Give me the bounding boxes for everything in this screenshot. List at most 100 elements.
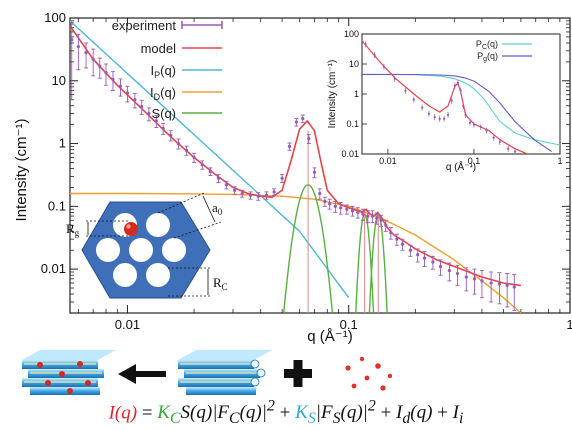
- experiment-point: [422, 256, 427, 260]
- inset-experiment-point: [364, 43, 367, 46]
- scattering-equation: I(q) = KCS(q)|FC(q)|2 + KS|FS(q)|2 + Id(…: [0, 398, 572, 428]
- experiment-point: [272, 190, 276, 194]
- experiment-point: [345, 207, 349, 211]
- inset-experiment-point: [453, 84, 456, 87]
- experiment-point: [287, 144, 292, 149]
- experiment-point: [312, 170, 317, 174]
- eq-plus: +: [274, 402, 296, 424]
- inset-experiment-point: [507, 147, 510, 150]
- inset-experiment-point: [438, 117, 441, 120]
- experiment-point: [505, 283, 509, 288]
- inset-experiment-point: [540, 161, 542, 163]
- experiment-point: [328, 202, 332, 206]
- x-tick-label: 0.01: [115, 317, 140, 332]
- experiment-point: [350, 209, 355, 213]
- inset-experiment-point: [459, 89, 462, 92]
- plus-icon: [284, 360, 312, 387]
- inset-experiment-point: [546, 162, 548, 164]
- inset-y-axis-title: Intensity (cm⁻¹): [327, 60, 338, 129]
- inset-x-tick-label: 0.01: [379, 156, 397, 166]
- pore: [96, 238, 120, 262]
- y-tick-label: 1: [59, 136, 66, 151]
- pore: [162, 238, 186, 262]
- experiment-point: [98, 64, 102, 68]
- experiment-point: [455, 271, 460, 276]
- free-guest: [364, 375, 370, 381]
- eq-plus: +: [375, 402, 397, 424]
- experiment-point: [356, 210, 360, 215]
- inset-experiment-point: [498, 140, 501, 144]
- experiment-point: [294, 120, 298, 124]
- a0-label: a0: [212, 200, 223, 217]
- inset-experiment-point: [373, 53, 376, 57]
- experiment-point: [280, 176, 284, 180]
- inset-x-tick-label: 1: [557, 156, 562, 166]
- inset-series-pc-line: [362, 73, 560, 146]
- experiment-point: [111, 77, 115, 82]
- eq-term1: S(q)|FC(q)|2: [180, 398, 275, 428]
- experiment-point: [161, 126, 165, 130]
- experiment-point: [118, 84, 123, 88]
- free-guest: [359, 356, 365, 362]
- loaded-tube-bundle: [22, 350, 116, 395]
- inset-y-tick-label: 10: [349, 59, 359, 69]
- loaded-guest: [67, 388, 73, 394]
- guest-sphere-highlight: [126, 224, 131, 229]
- a0-line-1: [157, 192, 205, 214]
- experiment-point: [497, 282, 502, 286]
- experiment-point: [370, 214, 375, 218]
- experiment-point: [125, 91, 130, 95]
- free-guest: [387, 373, 393, 379]
- inset-series-pg-line: [362, 73, 553, 153]
- experiment-point: [384, 223, 388, 227]
- loaded-guest: [45, 380, 51, 386]
- main-plot-frame: [69, 17, 571, 314]
- experiment-point: [224, 183, 228, 187]
- loaded-guest: [37, 362, 43, 368]
- inset-experiment-point: [525, 156, 527, 158]
- inset-experiment-point: [393, 77, 396, 80]
- free-guest: [345, 365, 351, 371]
- inset-x-axis-title: q (Å⁻¹): [446, 160, 476, 173]
- inset-x-tick-label: 0.1: [468, 156, 481, 166]
- experiment-point: [366, 214, 370, 218]
- experiment-point: [216, 176, 221, 180]
- experiment-point: [76, 45, 80, 49]
- loaded-guest: [77, 361, 83, 367]
- rg-label: Rg: [66, 221, 80, 238]
- loaded-guest: [59, 371, 65, 377]
- y-tick-label: 100: [44, 10, 66, 25]
- inset-y-tick-label: 0.01: [341, 149, 359, 159]
- x-tick-label: 1: [566, 317, 572, 332]
- legend-label-id: ID(q): [150, 85, 176, 102]
- inset-axis-ticks: 0.01 0.1 1 100 10 1 0.1 0.01: [341, 29, 562, 166]
- inset-experiment-point: [382, 65, 386, 69]
- inset-series-layer: [362, 40, 560, 164]
- experiment-point: [431, 260, 435, 264]
- eq-term3: Id(q): [396, 402, 433, 428]
- main-legend: experiment model IP(q) ID(q) S(q): [112, 18, 223, 121]
- main-axis-ticks: 0.01 0.1 1 100 10 1 0.1 0.01: [41, 10, 572, 332]
- loaded-guest: [85, 380, 91, 386]
- inset-experiment-point: [446, 113, 450, 117]
- free-guest: [375, 363, 381, 369]
- experiment-point: [240, 191, 244, 196]
- experiment-point: [438, 264, 443, 269]
- eq-equals: =: [137, 402, 158, 424]
- experiment-point: [323, 199, 327, 203]
- experiment-point: [480, 279, 484, 283]
- inset-experiment-point: [468, 121, 472, 124]
- experiment-point: [464, 275, 468, 279]
- experiment-point: [333, 204, 337, 208]
- x-axis-title: q (Å⁻¹): [307, 328, 352, 345]
- experiment-point: [208, 169, 212, 174]
- inset-y-tick-label: 1: [354, 89, 359, 99]
- inset-experiment-point: [421, 106, 424, 109]
- experiment-point: [248, 193, 253, 197]
- experiment-point: [512, 285, 516, 289]
- experiment-point: [200, 163, 204, 167]
- experiment-point: [389, 231, 393, 235]
- experiment-point: [489, 281, 493, 285]
- experiment-point: [184, 148, 189, 152]
